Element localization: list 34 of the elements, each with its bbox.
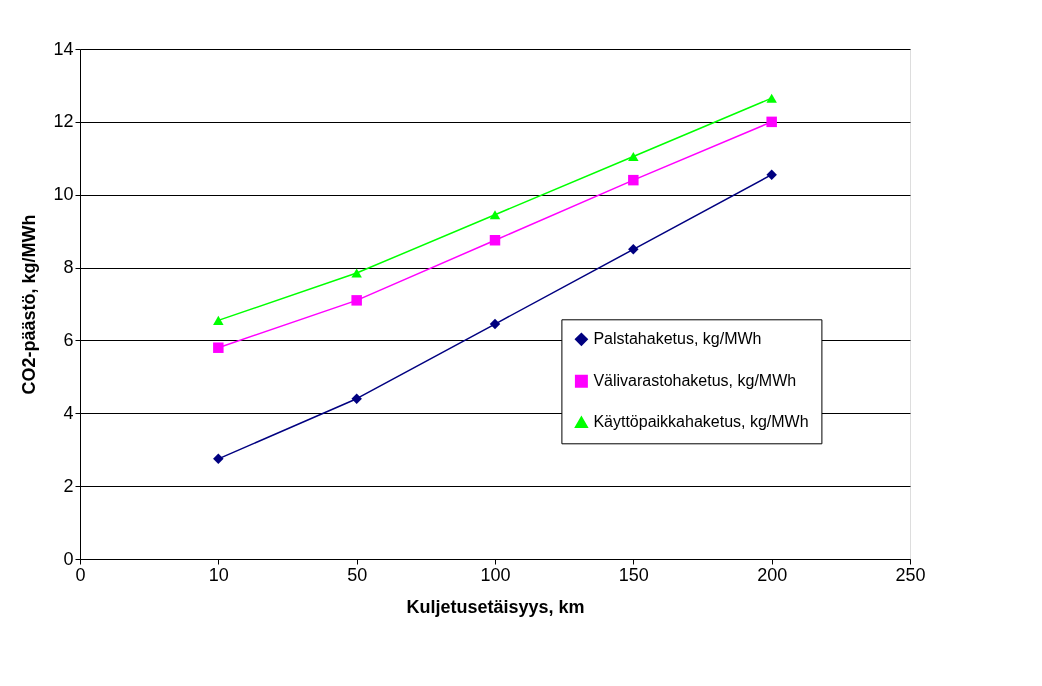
x-tick-label: 10	[208, 564, 229, 585]
point	[489, 318, 501, 330]
y-tick-label: 12	[53, 111, 74, 132]
x-tick-label: 200	[757, 564, 788, 585]
point	[489, 235, 501, 246]
y-axis-title: CO2-päästö, kg/MWh	[19, 214, 40, 395]
point	[351, 295, 362, 306]
x-tick-label: 150	[618, 564, 649, 585]
point	[213, 453, 224, 465]
y-tick-label: 2	[63, 475, 74, 496]
point	[628, 174, 639, 186]
point	[766, 93, 777, 103]
legend-label: Palstahaketus, kg/MWh	[593, 330, 762, 348]
point	[628, 244, 639, 255]
point	[351, 393, 362, 404]
legend-label: Välivarastohaketus, kg/MWh	[593, 372, 797, 390]
point	[489, 210, 501, 220]
point	[628, 151, 639, 162]
y-tick-label: 6	[63, 329, 74, 350]
x-tick-label: 50	[347, 564, 368, 585]
y-tick-label: 0	[63, 548, 74, 569]
point	[766, 169, 777, 180]
y-tick-label: 14	[53, 38, 74, 59]
y-tick-label: 8	[63, 257, 74, 278]
point	[213, 315, 224, 325]
y-tick-label: 10	[53, 184, 74, 205]
point	[351, 268, 362, 278]
x-axis-title: Kuljetusetäisyys, km	[406, 596, 585, 617]
legend-label: Käyttöpaikkahaketus, kg/MWh	[593, 413, 809, 431]
x-tick-label: 250	[895, 564, 926, 585]
point	[766, 116, 777, 128]
point	[213, 342, 224, 353]
x-tick-label: 100	[480, 564, 511, 585]
y-tick-label: 4	[63, 402, 74, 423]
